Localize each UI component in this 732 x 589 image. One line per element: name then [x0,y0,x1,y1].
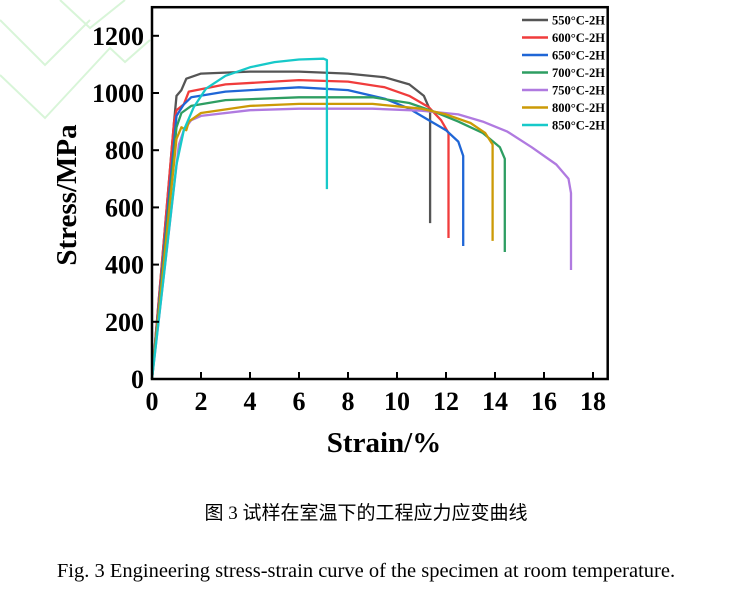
x-tick-label: 0 [146,387,159,416]
x-tick-label: 10 [384,387,410,416]
x-tick-label: 2 [195,387,208,416]
y-tick-label: 1200 [92,22,144,51]
plot-frame [150,5,609,381]
figure-caption-chinese: 图 3 试样在室温下的工程应力应变曲线 [204,503,528,524]
watermark-line [59,0,126,30]
legend-label: 650°C-2H [552,49,605,63]
y-tick-label: 600 [105,193,144,222]
legend-label: 550°C-2H [552,14,605,28]
y-tick-label: 800 [105,136,144,165]
watermark-line [0,19,91,67]
legend-label: 600°C-2H [552,31,605,45]
x-tick-label: 4 [244,387,257,416]
x-tick-label: 6 [293,387,306,416]
y-tick-label: 0 [131,365,144,394]
x-tick-label: 8 [342,387,355,416]
x-tick-label: 12 [433,387,459,416]
series-line-7002c [150,96,506,380]
series-line-8502c [150,57,329,380]
y-axis-title: Stress/MPa [51,124,83,266]
ticks: 0 2 4 6 8 10 12 14 16 18 0 200 400 600 800 1000 1200 [92,22,606,416]
series-line-8002c [150,102,494,380]
legend: 550°C-2H 600°C-2H 650°C-2H 700°C-2H 750°C-2H… [522,14,605,133]
legend-label: 800°C-2H [552,101,605,115]
y-tick-label: 1000 [92,79,144,108]
series-line-6002c [150,78,450,380]
series-line-6502c [150,86,465,380]
watermark-line [0,39,151,120]
y-tick-label: 400 [105,251,144,280]
series-layer [150,57,573,380]
x-tick-label: 16 [531,387,557,416]
x-tick-label: 18 [580,387,606,416]
series-line-5502c [150,70,432,380]
legend-label: 850°C-2H [552,119,605,133]
x-tick-label: 14 [482,387,508,416]
x-axis-title: Strain/% [327,427,441,459]
figure-caption-english: Fig. 3 Engineering stress-strain curve o… [56,560,676,582]
watermark [0,0,151,120]
legend-label: 750°C-2H [552,84,605,98]
series-line-7502c [150,107,573,380]
y-tick-label: 200 [105,308,144,337]
legend-label: 700°C-2H [552,66,605,80]
